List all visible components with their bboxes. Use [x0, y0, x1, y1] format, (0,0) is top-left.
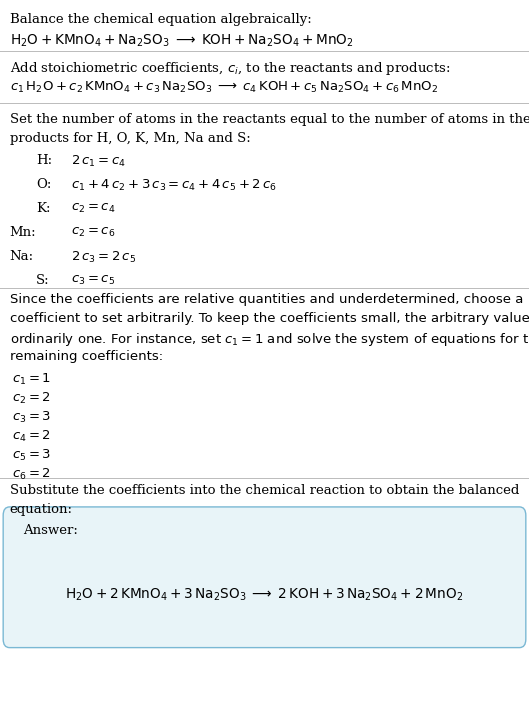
Text: $c_3 = 3$: $c_3 = 3$: [12, 410, 51, 425]
Text: $c_2 = c_6$: $c_2 = c_6$: [71, 226, 116, 240]
Text: $c_1 + 4\,c_2 + 3\,c_3 = c_4 + 4\,c_5 + 2\,c_6$: $c_1 + 4\,c_2 + 3\,c_3 = c_4 + 4\,c_5 + …: [71, 178, 277, 193]
Text: Mn:: Mn:: [10, 226, 36, 239]
Text: Set the number of atoms in the reactants equal to the number of atoms in the: Set the number of atoms in the reactants…: [10, 113, 529, 126]
Text: Answer:: Answer:: [23, 524, 78, 537]
Text: $c_1 = 1$: $c_1 = 1$: [12, 372, 51, 387]
Text: H:: H:: [36, 154, 52, 167]
Text: $\mathrm{H_2O + 2\,KMnO_4 + 3\,Na_2SO_3 \;\longrightarrow\; 2\,KOH + 3\,Na_2SO_4: $\mathrm{H_2O + 2\,KMnO_4 + 3\,Na_2SO_3 …: [66, 586, 463, 603]
Text: $c_2 = c_4$: $c_2 = c_4$: [71, 202, 116, 216]
Text: $c_4 = 2$: $c_4 = 2$: [12, 429, 51, 444]
Text: remaining coefficients:: remaining coefficients:: [10, 350, 162, 363]
Text: $c_1\,\mathrm{H_2O} + c_2\,\mathrm{KMnO_4} + c_3\,\mathrm{Na_2SO_3} \;\longright: $c_1\,\mathrm{H_2O} + c_2\,\mathrm{KMnO_…: [10, 80, 437, 95]
Text: $c_5 = 3$: $c_5 = 3$: [12, 448, 51, 463]
Text: $\mathrm{H_2O + KMnO_4 + Na_2SO_3 \;\longrightarrow\; KOH + Na_2SO_4 + MnO_2}$: $\mathrm{H_2O + KMnO_4 + Na_2SO_3 \;\lon…: [10, 33, 353, 49]
Text: $c_6 = 2$: $c_6 = 2$: [12, 467, 51, 482]
Text: O:: O:: [36, 178, 51, 191]
Text: Balance the chemical equation algebraically:: Balance the chemical equation algebraica…: [10, 13, 311, 25]
Text: products for H, O, K, Mn, Na and S:: products for H, O, K, Mn, Na and S:: [10, 132, 250, 144]
Text: equation:: equation:: [10, 503, 72, 515]
Text: Na:: Na:: [10, 250, 34, 263]
Text: $c_2 = 2$: $c_2 = 2$: [12, 391, 51, 406]
Text: K:: K:: [36, 202, 50, 215]
Text: coefficient to set arbitrarily. To keep the coefficients small, the arbitrary va: coefficient to set arbitrarily. To keep …: [10, 312, 529, 325]
Text: Add stoichiometric coefficients, $c_i$, to the reactants and products:: Add stoichiometric coefficients, $c_i$, …: [10, 60, 450, 77]
Text: Since the coefficients are relative quantities and underdetermined, choose a: Since the coefficients are relative quan…: [10, 293, 523, 305]
FancyBboxPatch shape: [3, 507, 526, 648]
Text: S:: S:: [36, 274, 50, 287]
Text: $c_3 = c_5$: $c_3 = c_5$: [71, 274, 115, 288]
Text: $2\,c_3 = 2\,c_5$: $2\,c_3 = 2\,c_5$: [71, 250, 136, 265]
Text: ordinarily one. For instance, set $c_1 = 1$ and solve the system of equations fo: ordinarily one. For instance, set $c_1 =…: [10, 331, 529, 348]
Text: $2\,c_1 = c_4$: $2\,c_1 = c_4$: [71, 154, 126, 169]
Text: Substitute the coefficients into the chemical reaction to obtain the balanced: Substitute the coefficients into the che…: [10, 484, 519, 497]
